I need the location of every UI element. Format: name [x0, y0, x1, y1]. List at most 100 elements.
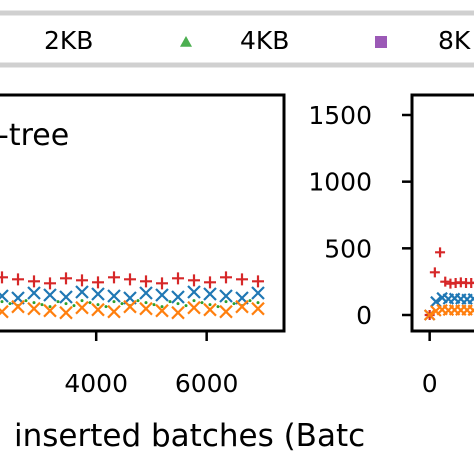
left-point-s1-16 — [251, 286, 265, 300]
left-point-s1-0 — [0, 289, 9, 303]
left-point-s0-5 — [76, 274, 88, 287]
left-point-s3-5 — [75, 300, 89, 315]
left-point-s3-2 — [27, 301, 41, 316]
left-panel-marks — [0, 271, 265, 320]
left-point-s1-14 — [219, 289, 233, 303]
left-point-s2-18 — [144, 301, 148, 305]
left-point-s3-10 — [155, 303, 169, 318]
left-point-s1-7 — [107, 289, 121, 303]
left-point-s2-27 — [216, 305, 220, 309]
left-point-s0-11 — [172, 272, 184, 285]
left-point-s3-1 — [11, 299, 25, 314]
left-point-s2-25 — [200, 301, 204, 305]
left-point-s3-8 — [123, 299, 137, 314]
left-point-s2-31 — [248, 299, 252, 303]
legend-label-8k: 8K — [438, 26, 471, 55]
left-point-s0-9 — [140, 275, 152, 288]
right-ytick-label-1: 500 — [324, 234, 372, 263]
left-point-s2-32 — [256, 301, 260, 305]
left-point-s3-15 — [235, 299, 249, 314]
left-point-s0-13 — [204, 276, 216, 289]
left-point-s0-1 — [12, 273, 24, 286]
left-point-s3-4 — [59, 305, 73, 320]
right-point-s0-3 — [440, 276, 451, 287]
left-point-s0-3 — [44, 277, 56, 290]
left-point-s0-15 — [236, 273, 248, 286]
left-point-s2-29 — [232, 302, 236, 306]
left-point-s2-23 — [184, 304, 188, 308]
left-point-s2-0 — [0, 300, 4, 304]
left-point-s2-21 — [168, 300, 172, 304]
left-point-s2-12 — [96, 303, 100, 307]
left-point-s2-11 — [88, 301, 92, 305]
right-point-s0-8 — [466, 278, 474, 288]
left-point-s2-9 — [72, 304, 76, 308]
left-point-s2-1 — [8, 302, 12, 306]
left-point-s2-24 — [192, 299, 196, 303]
left-point-s3-14 — [219, 304, 233, 319]
left-point-s2-20 — [160, 305, 164, 309]
left-point-s2-26 — [208, 303, 212, 307]
right-panel-y-ticks: 0 500 1000 1500 — [308, 101, 412, 330]
left-point-s1-4 — [59, 290, 73, 304]
left-point-s1-2 — [27, 286, 41, 300]
left-point-s1-3 — [43, 288, 57, 302]
left-point-s3-6 — [91, 302, 105, 317]
left-point-s3-13 — [203, 302, 217, 317]
right-panel: 0 500 1000 1500 0 — [308, 93, 474, 398]
left-point-s3-0 — [0, 304, 9, 319]
legend-label-4kb: 4KB — [240, 26, 289, 55]
left-point-s1-6 — [91, 287, 105, 301]
right-point-s2-0 — [423, 309, 436, 321]
right-panel-marks — [423, 247, 474, 321]
right-panel-frame — [410, 93, 474, 333]
x-axis-label: inserted batches (Batc — [14, 418, 365, 454]
legend-marker-4kb — [180, 36, 192, 47]
left-point-s2-7 — [56, 300, 60, 304]
left-panel-x-ticks: 4000 6000 — [64, 331, 238, 398]
left-point-s0-4 — [60, 272, 72, 285]
left-point-s3-9 — [139, 301, 153, 316]
left-point-s2-19 — [152, 303, 156, 307]
left-point-s0-6 — [92, 276, 104, 289]
legend-marker-8k — [375, 36, 387, 48]
left-panel-label: -tree — [0, 118, 69, 153]
left-point-s2-22 — [176, 302, 180, 306]
left-point-s0-16 — [252, 275, 264, 288]
left-point-s2-6 — [48, 305, 52, 309]
left-point-s3-7 — [107, 304, 121, 319]
right-point-s2-7 — [467, 304, 474, 317]
left-point-s2-15 — [120, 302, 124, 306]
left-point-s3-12 — [187, 300, 201, 315]
left-point-s1-10 — [155, 288, 169, 302]
left-panel-frame — [0, 93, 286, 333]
left-point-s1-12 — [187, 285, 201, 299]
right-point-s0-1 — [429, 267, 440, 278]
right-point-s0-9 — [471, 281, 474, 284]
legend-marker-square — [375, 36, 387, 48]
left-point-s0-7 — [108, 271, 120, 284]
right-point-s1-7 — [467, 292, 474, 305]
left-point-s2-4 — [32, 301, 36, 305]
left-point-s2-8 — [64, 302, 68, 306]
right-point-s0-2 — [435, 247, 446, 258]
legend-frame — [0, 10, 474, 68]
legend-label-2kb: 2KB — [44, 26, 93, 55]
right-ytick-label-2: 1000 — [308, 168, 372, 197]
left-xtick-label-0: 4000 — [64, 369, 128, 398]
legend-marker-triangle — [180, 36, 192, 47]
left-point-s1-5 — [75, 285, 89, 299]
left-point-s1-13 — [203, 287, 217, 301]
left-point-s0-10 — [156, 277, 168, 290]
left-point-s2-28 — [224, 300, 228, 304]
left-point-s2-5 — [40, 303, 44, 307]
legend: 2KB 4KB 8K — [0, 10, 474, 68]
right-point-s1-1 — [430, 295, 442, 308]
left-point-s2-10 — [80, 299, 84, 303]
left-point-s0-8 — [124, 273, 136, 286]
right-panel-x-ticks: 0 — [422, 331, 438, 398]
left-panel: -tree 4000 6000 — [0, 93, 286, 398]
left-point-s0-0 — [0, 271, 8, 284]
left-point-s0-14 — [220, 271, 232, 284]
